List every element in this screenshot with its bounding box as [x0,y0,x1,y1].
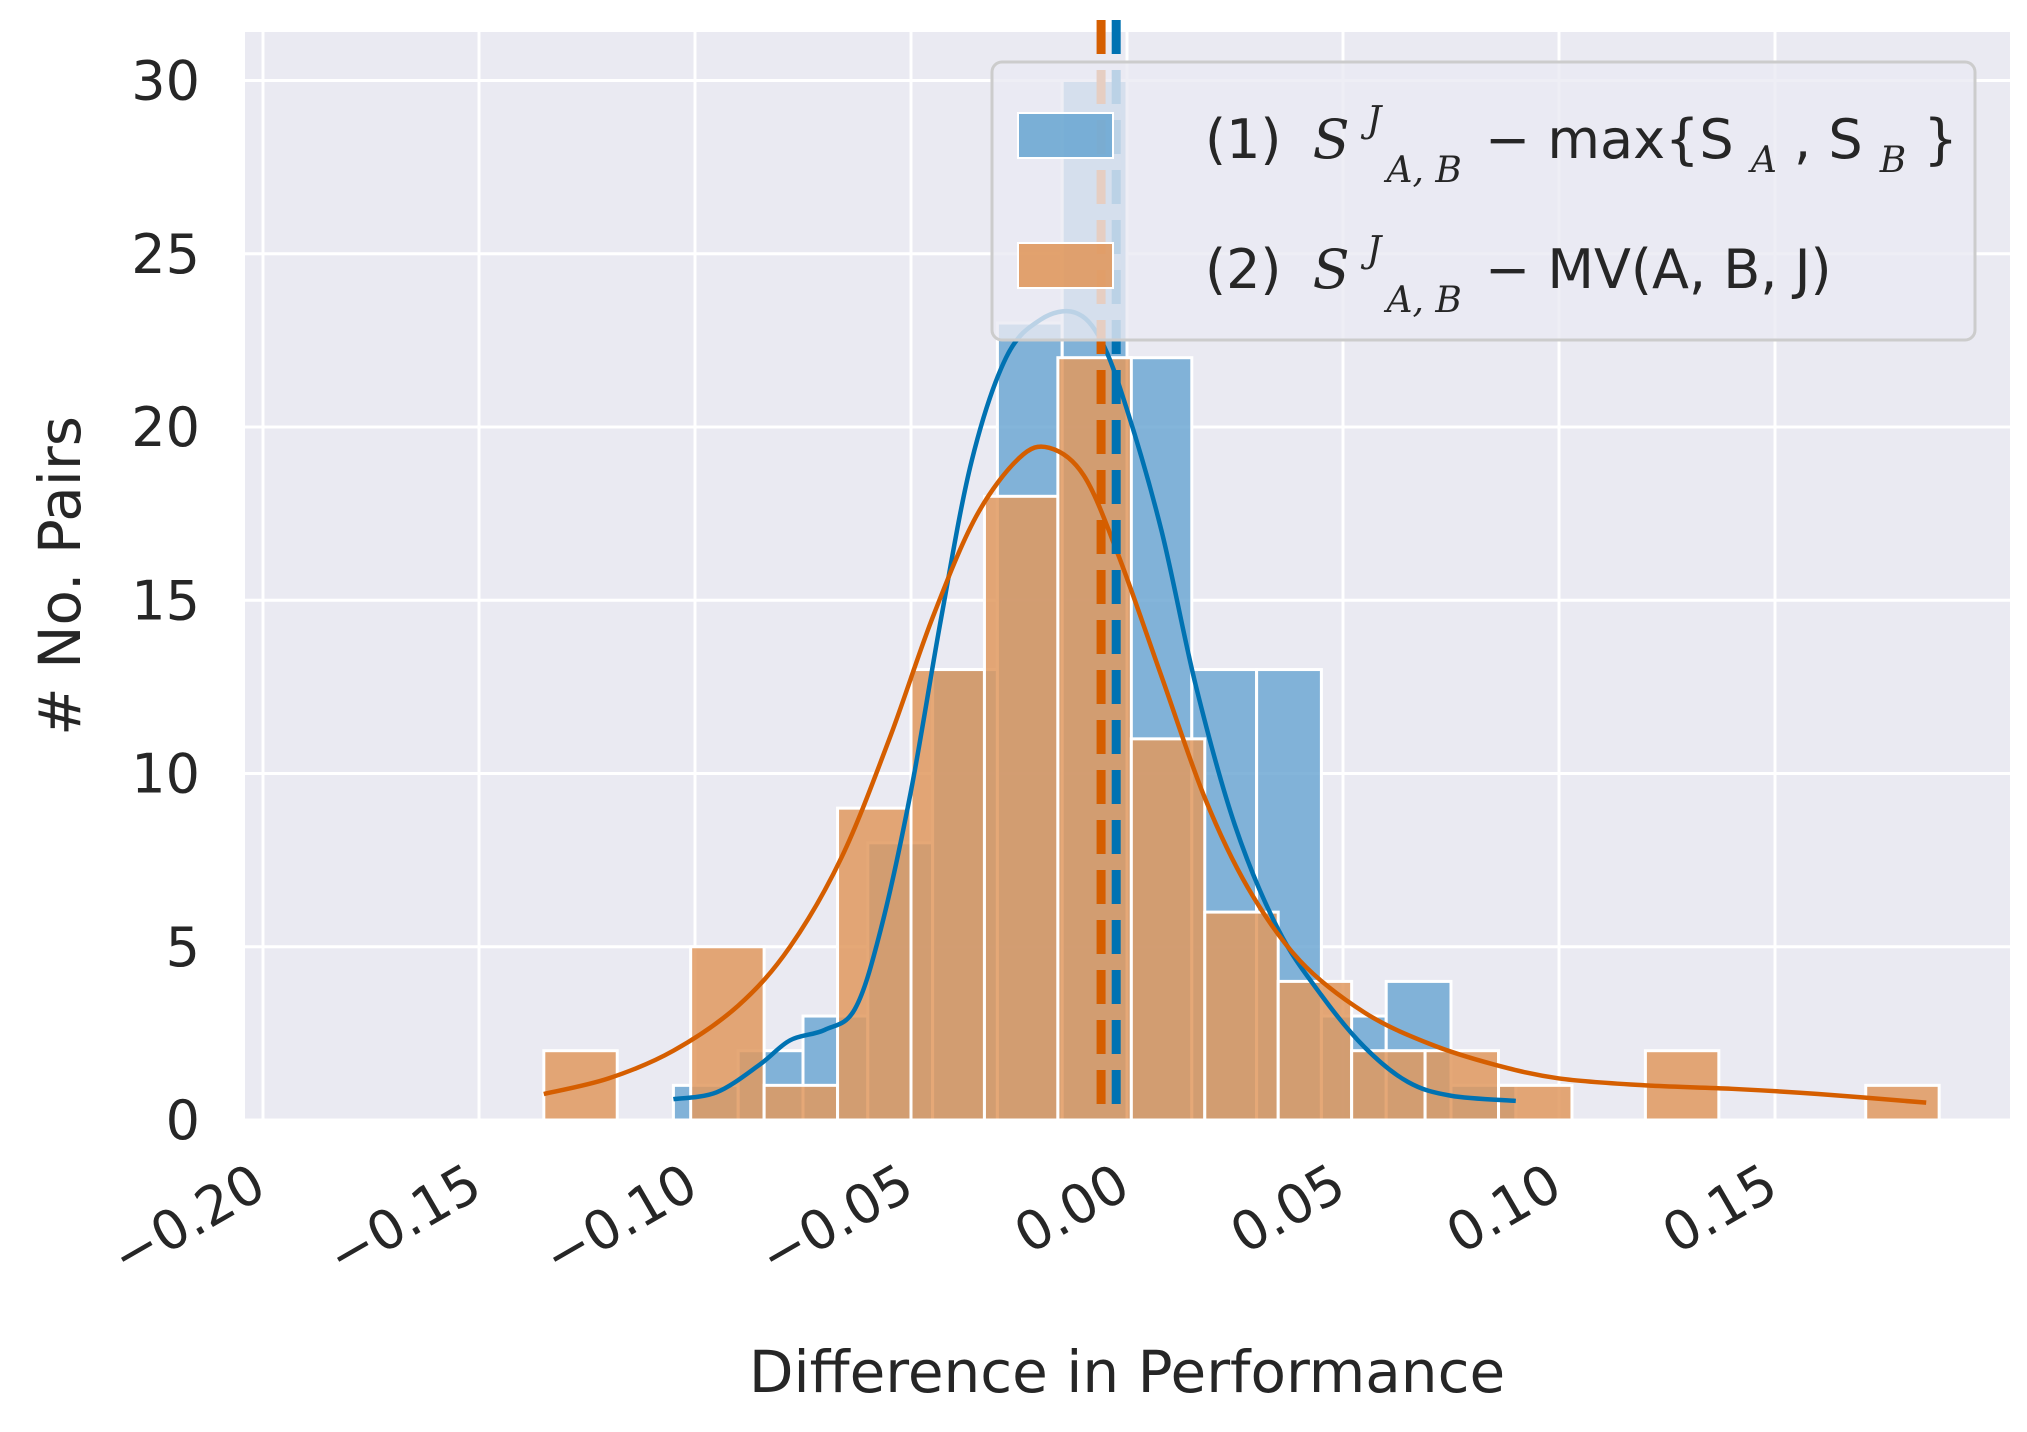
legend-swatch-series-1 [1017,112,1114,159]
x-tick-label-4: 0.00 [1004,1151,1140,1266]
x-tick-label-1: −0.15 [317,1151,492,1288]
legend-sub-1: A, B [1383,150,1461,191]
y-tick-labels: 0 5 10 15 20 25 30 [131,50,200,1153]
legend-rest-mid: , S [1794,108,1863,171]
bar-series-2-3 [762,1083,840,1122]
legend: (1) S J A, B − max{S A , S B } (2) S J A… [990,60,1977,342]
x-tick-label-2: −0.10 [533,1151,708,1288]
legend-rest-2: − MV(A, B, J) [1485,238,1832,301]
y-tick-label-1: 5 [166,916,200,979]
y-tick-label-4: 20 [131,396,200,459]
x-tick-label-5: 0.05 [1220,1151,1356,1266]
y-tick-label-5: 25 [131,223,200,286]
legend-rest-sub2: B [1879,140,1906,181]
bar-series-2-8 [1129,737,1207,1122]
legend-sub-2: A, B [1383,280,1461,321]
legend-rest-1: − max{S [1485,108,1734,171]
bar-series-2-9 [1203,910,1280,1122]
legend-main-1: S [1313,108,1350,171]
legend-label-series-2: (2) S J A, B − MV(A, B, J) [1205,212,1832,325]
bar-series-2-5 [909,668,986,1122]
x-tick-label-6: 0.10 [1436,1151,1572,1266]
legend-rest-sub1: A [1748,140,1777,181]
x-axis-title: Difference in Performance [749,1338,1505,1406]
kde-curve-series-2 [543,444,1927,1105]
bar-series-2-0 [542,1049,619,1122]
x-tick-label-7: 0.15 [1652,1151,1788,1266]
legend-prefix-2: (2) [1205,238,1282,301]
y-axis-title: # No. Pairs [26,416,94,736]
x-tick-label-0: −0.20 [101,1151,276,1288]
y-tick-label-6: 30 [131,50,200,113]
legend-box [990,60,1977,342]
y-tick-label-3: 15 [131,569,200,632]
legend-rest-end: } [1923,108,1957,171]
legend-prefix-1: (1) [1205,108,1282,171]
x-tick-label-3: −0.05 [749,1151,924,1288]
legend-main-2: S [1313,238,1350,301]
bar-series-2-10 [1276,979,1354,1122]
legend-label-series-1: (1) S J A, B − max{S A , S B } [1205,82,1958,195]
x-tick-labels: −0.20 −0.15 −0.10 −0.05 0.00 0.05 0.10 0.15 [101,1151,1788,1288]
legend-swatch-series-2 [1017,242,1114,289]
y-tick-label-2: 10 [131,743,200,806]
bar-series-2-6 [982,494,1060,1122]
y-tick-label-0: 0 [166,1089,200,1152]
